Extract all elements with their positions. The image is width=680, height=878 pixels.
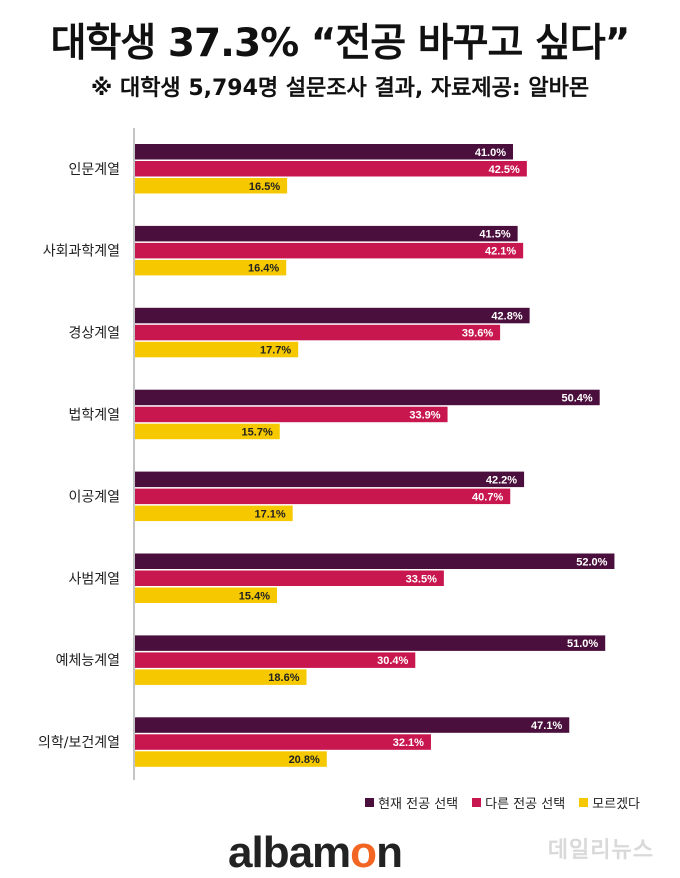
- bar-other: [135, 488, 511, 505]
- data-label-other: 42.5%: [489, 164, 520, 176]
- chart-subtitle: ※ 대학생 5,794명 설문조사 결과, 자료제공: 알바몬: [90, 76, 590, 101]
- bar-current: [135, 225, 518, 242]
- category-label: 법학계열: [68, 407, 120, 423]
- data-label-unknown: 18.6%: [268, 672, 299, 684]
- data-label-current: 41.5%: [479, 229, 510, 241]
- bar-current: [135, 635, 606, 651]
- data-label-other: 30.4%: [377, 655, 408, 667]
- bar-current: [135, 471, 525, 488]
- data-label-unknown: 17.7%: [260, 345, 291, 357]
- bar-other: [135, 324, 501, 341]
- data-label-unknown: 16.5%: [249, 181, 280, 193]
- bar-current: [135, 307, 530, 324]
- legend-label-current: 현재 전공 선택: [378, 797, 459, 812]
- data-label-current: 47.1%: [531, 720, 562, 732]
- data-label-current: 42.8%: [491, 311, 522, 323]
- data-label-unknown: 16.4%: [248, 263, 279, 275]
- legend: 현재 전공 선택 다른 전공 선택 모르겠다: [365, 793, 640, 812]
- bar-other: [135, 652, 416, 668]
- data-label-other: 33.9%: [409, 409, 440, 421]
- bar-unknown: [135, 505, 293, 522]
- data-label-other: 33.5%: [406, 573, 437, 585]
- bar-other: [135, 570, 444, 586]
- bar-other: [135, 734, 431, 750]
- watermark: 데일리뉴스: [547, 838, 654, 863]
- legend-swatch-current: [365, 798, 375, 807]
- bar-chart: 인문계열 41.0% 42.5% 16.5% 사회과학계열 41.5% 42.1% 16.4%…: [38, 128, 615, 780]
- bar-unknown: [135, 178, 288, 194]
- category-label: 인문계열: [68, 162, 120, 178]
- bar-current: [135, 717, 570, 733]
- chart-title: 대학생 37.3% “전공 바꾸고 싶다”: [50, 21, 631, 66]
- data-label-current: 51.0%: [567, 638, 598, 650]
- category-label: 의학/보건계열: [38, 735, 120, 751]
- data-label-other: 40.7%: [472, 491, 503, 503]
- data-label-current: 52.0%: [576, 556, 607, 568]
- bar-other: [135, 242, 524, 259]
- data-label-other: 42.1%: [485, 246, 516, 258]
- legend-label-unknown: 모르겠다: [592, 797, 640, 812]
- data-label-current: 42.2%: [486, 474, 517, 486]
- bar-unknown: [135, 341, 299, 358]
- data-label-current: 50.4%: [561, 392, 592, 404]
- legend-swatch-other: [472, 798, 482, 807]
- bar-other: [135, 161, 527, 177]
- bar-current: [135, 389, 600, 406]
- category-label: 경상계열: [68, 326, 120, 342]
- legend-label-other: 다른 전공 선택: [485, 797, 566, 812]
- bar-unknown: [135, 259, 287, 276]
- bar-unknown: [135, 587, 277, 603]
- data-label-unknown: 17.1%: [254, 508, 285, 520]
- category-label: 예체능계열: [56, 653, 120, 669]
- data-label-other: 39.6%: [462, 328, 493, 340]
- category-label: 사회과학계열: [43, 244, 120, 260]
- bar-unknown: [135, 751, 327, 767]
- data-label-unknown: 15.4%: [239, 590, 270, 602]
- data-label-other: 32.1%: [393, 737, 424, 749]
- data-label-unknown: 15.7%: [242, 426, 273, 438]
- data-label-current: 41.0%: [475, 147, 506, 159]
- bar-unknown: [135, 669, 307, 685]
- category-label: 사범계열: [68, 571, 120, 587]
- legend-item-current: 현재 전공 선택: [365, 793, 458, 812]
- bar-other: [135, 406, 448, 423]
- category-label: 이공계열: [68, 489, 120, 505]
- bar-current: [135, 144, 514, 160]
- data-label-unknown: 20.8%: [289, 754, 320, 766]
- bar-unknown: [135, 423, 280, 440]
- legend-item-unknown: 모르겠다: [579, 793, 640, 812]
- legend-item-other: 다른 전공 선택: [472, 793, 565, 812]
- albamon-logo: albamon: [228, 828, 403, 877]
- bar-current: [135, 553, 615, 569]
- legend-swatch-unknown: [579, 798, 589, 807]
